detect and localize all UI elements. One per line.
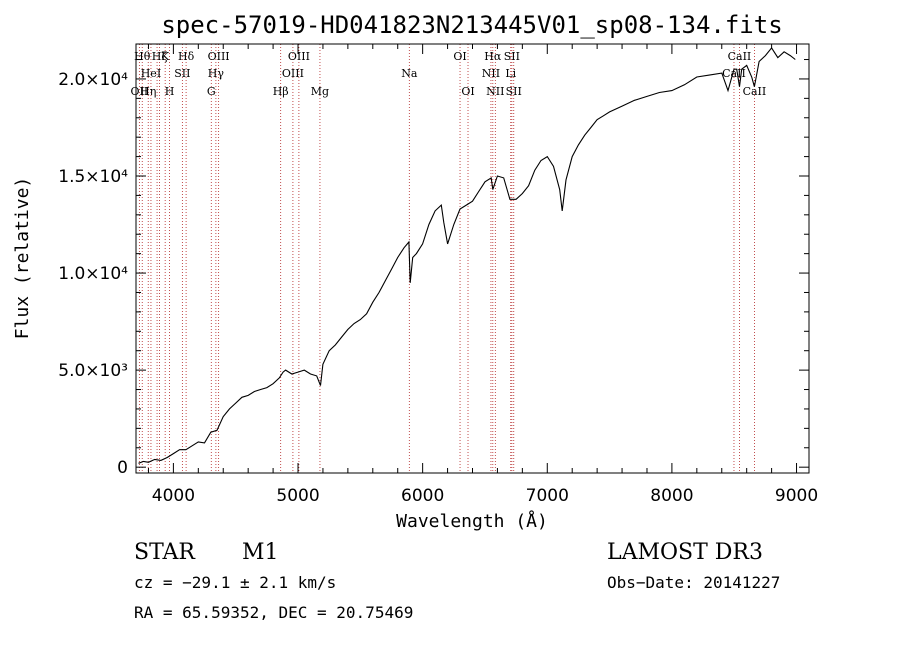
line-label-10: G — [207, 85, 216, 98]
line-label-25: SII — [506, 85, 522, 98]
survey-name: LAMOST DR3 — [607, 540, 763, 565]
x-tick-label-0: 4000 — [152, 486, 195, 506]
obs-date: Obs−Date: 20141227 — [607, 573, 780, 592]
line-label-26: CaII — [722, 67, 746, 80]
line-label-0: OII — [131, 85, 149, 98]
line-label-3: HeI — [141, 67, 161, 80]
line-label-14: OIII — [282, 67, 304, 80]
y-tick-label-4: 2.0×10⁴ — [58, 70, 128, 90]
x-tick-label-3: 7000 — [526, 486, 569, 506]
spectral-line-markers — [138, 44, 755, 473]
line-label-6: K — [161, 50, 170, 63]
redshift-info: cz = −29.1 ± 2.1 km/s — [134, 573, 336, 592]
line-label-13: Hβ — [273, 85, 289, 98]
plot-frame — [135, 43, 810, 474]
line-label-24: SII — [504, 50, 520, 63]
line-label-18: OI — [453, 50, 466, 63]
x-tick-label-4: 8000 — [650, 486, 693, 506]
line-label-12: OIII — [208, 50, 230, 63]
line-label-9: Hδ — [178, 50, 195, 63]
x-axis-label: Wavelength (Å) — [396, 510, 548, 532]
line-label-28: CaII — [743, 85, 767, 98]
x-tick-label-1: 5000 — [276, 486, 319, 506]
line-label-27: CaII — [728, 50, 752, 63]
chart-title: spec-57019-HD041823N213445V01_sp08-134.f… — [161, 11, 782, 39]
y-tick-label-0: 0 — [117, 458, 128, 478]
line-label-11: Hγ — [208, 67, 225, 80]
object-subclass: M1 — [242, 540, 279, 565]
y-tick-label-3: 1.5×10⁴ — [58, 167, 128, 187]
line-label-17: Na — [401, 67, 418, 80]
line-label-23: Li — [505, 67, 516, 80]
line-label-15: OIII — [288, 50, 310, 63]
y-axis-label: Flux (relative) — [12, 177, 33, 340]
flux-series — [138, 46, 796, 464]
object-class: STAR — [134, 540, 196, 565]
line-label-1: Hθ — [134, 50, 151, 63]
line-label-19: OI — [461, 85, 474, 98]
line-label-5: Hζ — [152, 50, 168, 63]
coordinates: RA = 65.59352, DEC = 20.75469 — [134, 603, 413, 622]
y-tick-label-2: 1.0×10⁴ — [58, 264, 128, 284]
flux-line — [138, 46, 796, 464]
line-label-7: H — [165, 85, 175, 98]
x-axis-ticks: 4000 5000 6000 7000 8000 9000 — [147, 44, 818, 506]
y-tick-label-1: 5.0×10³ — [58, 361, 128, 381]
line-label-22: NII — [486, 85, 504, 98]
line-label-2: Hη — [140, 85, 156, 98]
x-tick-label-2: 6000 — [401, 486, 444, 506]
x-tick-label-5: 9000 — [775, 486, 818, 506]
y-axis-ticks: 0 5.0×10³ 1.0×10⁴ 1.5×10⁴ 2.0×10⁴ — [58, 59, 809, 478]
line-label-20: NII — [482, 67, 500, 80]
line-label-21: Hα — [484, 50, 502, 63]
line-label-16: Mg — [311, 85, 329, 98]
line-label-8: SII — [174, 67, 190, 80]
